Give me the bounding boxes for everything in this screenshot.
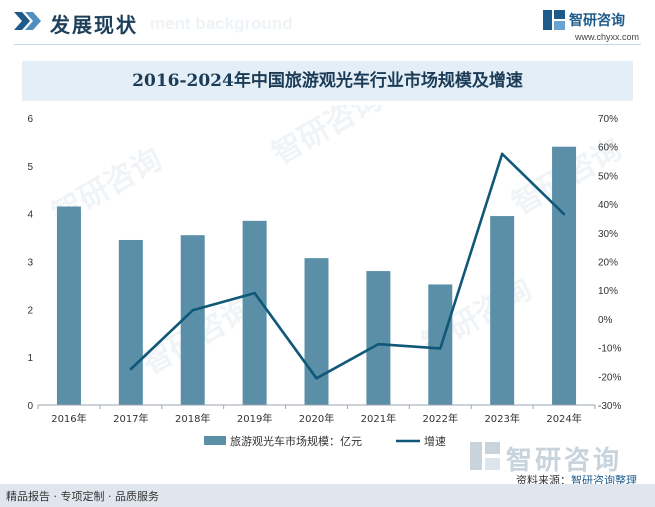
left-tick-label: 6 (27, 114, 33, 125)
right-tick-label: 30% (598, 229, 618, 240)
brand-logo-icon (543, 10, 565, 30)
growth-point-2017年 (129, 367, 133, 371)
left-tick-label: 5 (27, 162, 33, 173)
growth-point-2019年 (253, 291, 256, 295)
legend-label-bar: 旅游观光车市场规模：亿元 (230, 434, 362, 448)
x-tick-label: 2024年 (546, 412, 581, 425)
growth-point-2021年 (377, 342, 380, 346)
legend-label-line: 增速 (424, 434, 446, 448)
legend-swatch-bar (204, 436, 226, 445)
right-tick-label: 10% (598, 286, 618, 297)
bar-2016年 (56, 206, 81, 405)
x-tick-label: 2020年 (299, 412, 334, 425)
source-note: 资料来源：智研咨询整理 (516, 472, 637, 488)
bar-2023年 (490, 216, 515, 405)
left-tick-label: 1 (27, 353, 33, 364)
chart-title-bar: 2016-2024年中国旅游观光车行业市场规模及增速 (22, 61, 633, 101)
bar-2020年 (304, 258, 329, 405)
left-axis: 0 1 2 3 4 5 6 (27, 114, 33, 412)
bar-2019年 (242, 220, 267, 405)
right-tick-label: 20% (598, 258, 618, 269)
growth-line (129, 152, 565, 380)
growth-point-2023年 (500, 152, 504, 156)
x-tick-label: 2023年 (484, 412, 519, 425)
left-tick-label: 2 (27, 305, 33, 316)
watermark-text: 智研咨询 (506, 446, 623, 476)
section-title: 发展现状 (50, 13, 138, 37)
bar-2024年 (552, 146, 577, 405)
header-ghost-text: ment background (150, 14, 293, 33)
legend: 旅游观光车市场规模：亿元 增速 (204, 434, 446, 448)
double-chevron-icon (14, 12, 41, 30)
bar-2021年 (366, 271, 391, 405)
x-tick-label: 2017年 (113, 412, 148, 425)
brand: 智研咨询 (543, 10, 639, 32)
right-tick-label: 70% (598, 114, 618, 125)
right-tick-label: -10% (598, 344, 621, 355)
header-bar: 发展现状 ment background 智研咨询 www.chyxx.com (0, 0, 655, 45)
watermark-logo-icon (470, 442, 500, 470)
growth-point-2022年 (439, 347, 442, 350)
right-tick-label: 50% (598, 171, 618, 182)
right-tick-label: 40% (598, 200, 618, 211)
line-series (129, 152, 566, 380)
left-tick-label: 0 (27, 401, 33, 412)
x-tick-label: 2021年 (361, 412, 396, 425)
footer-bar: 精品报告 · 专项定制 · 品质服务 (0, 484, 655, 507)
right-tick-label: 60% (598, 143, 618, 154)
x-tick-label: 2016年 (51, 412, 86, 425)
growth-point-2018年 (191, 309, 194, 312)
brand-url[interactable]: www.chyxx.com (574, 32, 639, 42)
left-tick-label: 4 (27, 210, 33, 221)
chart-title: 2016-2024年中国旅游观光车行业市场规模及增速 (132, 71, 523, 91)
bar-2018年 (180, 235, 205, 405)
right-tick-label: -30% (598, 401, 621, 412)
footer-tagline: 精品报告 · 专项定制 · 品质服务 (6, 490, 159, 503)
bar-2017年 (118, 239, 143, 405)
growth-point-2020年 (315, 377, 318, 380)
x-tick-label: 2018年 (175, 412, 210, 425)
x-tick-label: 2022年 (423, 412, 458, 425)
header-divider (14, 44, 641, 45)
source-prefix: 资料来源： (516, 474, 571, 487)
x-axis: 2016年 2017年 2018年 2019年 2020年 2021年 2022年 2023年… (37, 404, 596, 425)
watermark-text-1: 智研咨询 (267, 105, 388, 172)
source-text: 智研咨询整理 (571, 474, 637, 487)
left-tick-label: 3 (27, 258, 33, 269)
right-tick-label: 0% (598, 315, 613, 326)
right-axis: -30% -20% -10% 0% 10% 20% 30% 40% 50% 60% 70% (598, 114, 621, 412)
brand-name: 智研咨询 (569, 13, 625, 29)
x-tick-label: 2019年 (237, 412, 272, 425)
growth-point-2024年 (562, 212, 566, 216)
right-tick-label: -20% (598, 372, 621, 383)
